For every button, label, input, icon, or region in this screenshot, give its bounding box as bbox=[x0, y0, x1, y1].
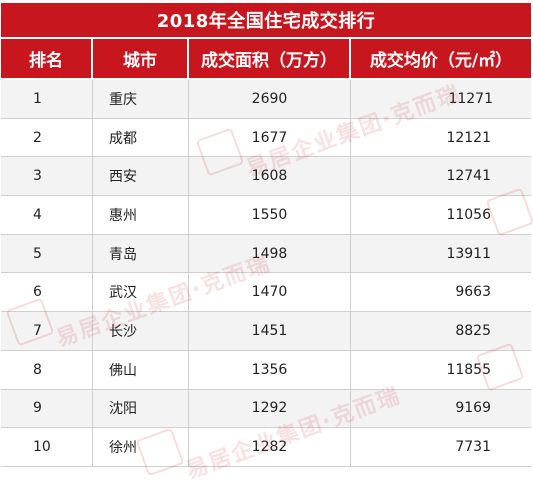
city-cell: 西安 bbox=[93, 157, 189, 196]
ranking-table: 2018年全国住宅成交排行 排名 城市 成交面积（万方） 成交均价（元/㎡） 1… bbox=[1, 3, 533, 484]
city-cell: 长沙 bbox=[93, 312, 189, 350]
area-cell: 1470 bbox=[189, 273, 351, 312]
area-cell: 1498 bbox=[189, 234, 351, 273]
area-cell: 1550 bbox=[189, 196, 351, 234]
area-cell: 1292 bbox=[189, 389, 351, 428]
table-header-row: 排名 城市 成交面积（万方） 成交均价（元/㎡） bbox=[1, 39, 531, 78]
rank-cell: 7 bbox=[1, 312, 93, 350]
table-row: 6 武汉 1470 9663 bbox=[1, 273, 531, 313]
price-cell: 12741 bbox=[446, 168, 491, 185]
area-cell: 1282 bbox=[189, 428, 351, 466]
price-cell: 9169 bbox=[455, 400, 491, 417]
rank-cell: 3 bbox=[1, 157, 93, 196]
price-cell: 12121 bbox=[446, 129, 491, 146]
city-cell: 重庆 bbox=[93, 80, 189, 118]
table-title: 2018年全国住宅成交排行 bbox=[1, 3, 531, 37]
table-row: 5 青岛 1498 13911 bbox=[1, 234, 531, 274]
rank-cell: 8 bbox=[1, 350, 93, 389]
rank-cell: 6 bbox=[1, 273, 93, 312]
price-cell: 11056 bbox=[446, 206, 491, 223]
table-row: 9 沈阳 1292 9169 bbox=[1, 389, 531, 429]
price-cell: 13911 bbox=[446, 245, 491, 262]
table-row: 2 成都 1677 12121 bbox=[1, 118, 531, 158]
city-cell: 徐州 bbox=[93, 428, 189, 466]
price-cell: 11855 bbox=[446, 361, 491, 378]
rank-cell: 5 bbox=[1, 234, 93, 273]
city-cell: 武汉 bbox=[93, 273, 189, 312]
city-cell: 佛山 bbox=[93, 350, 189, 389]
table-row: 3 西安 1608 12741 bbox=[1, 157, 531, 197]
table-body: 1 重庆 2690 11271 2 成都 1677 12121 3 西安 160… bbox=[1, 80, 531, 467]
rank-cell: 1 bbox=[1, 80, 93, 118]
area-cell: 1451 bbox=[189, 312, 351, 350]
header-rank: 排名 bbox=[1, 39, 93, 78]
city-cell: 沈阳 bbox=[93, 389, 189, 428]
rank-cell: 10 bbox=[1, 428, 93, 466]
city-cell: 成都 bbox=[93, 118, 189, 157]
city-cell: 惠州 bbox=[93, 196, 189, 234]
city-cell: 青岛 bbox=[93, 234, 189, 273]
area-cell: 1677 bbox=[189, 118, 351, 157]
rank-cell: 9 bbox=[1, 389, 93, 428]
header-city: 城市 bbox=[93, 39, 189, 78]
table-row: 7 长沙 1451 8825 bbox=[1, 312, 531, 351]
area-cell: 2690 bbox=[189, 80, 351, 118]
table-row: 1 重庆 2690 11271 bbox=[1, 80, 531, 119]
price-cell: 11271 bbox=[448, 90, 493, 107]
header-area: 成交面积（万方） bbox=[189, 39, 351, 78]
rank-cell: 2 bbox=[1, 118, 93, 157]
price-cell: 8825 bbox=[455, 322, 491, 339]
table-row: 8 佛山 1356 11855 bbox=[1, 350, 531, 390]
table-row: 10 徐州 1282 7731 bbox=[1, 428, 531, 467]
table-row: 4 惠州 1550 11056 bbox=[1, 196, 531, 235]
price-cell: 9663 bbox=[455, 284, 491, 301]
rank-cell: 4 bbox=[1, 196, 93, 234]
area-cell: 1356 bbox=[189, 350, 351, 389]
header-price: 成交均价（元/㎡） bbox=[351, 39, 531, 78]
price-cell: 7731 bbox=[455, 439, 491, 456]
area-cell: 1608 bbox=[189, 157, 351, 196]
